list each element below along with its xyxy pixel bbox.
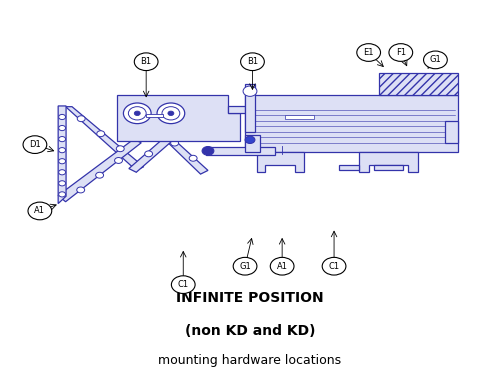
Polygon shape (116, 95, 240, 141)
Circle shape (28, 202, 52, 220)
Polygon shape (258, 152, 304, 172)
Text: D1: D1 (29, 140, 41, 149)
Text: C1: C1 (178, 280, 189, 289)
Circle shape (243, 86, 257, 96)
Polygon shape (374, 165, 404, 171)
Circle shape (144, 151, 152, 157)
Circle shape (389, 44, 412, 61)
Text: G1: G1 (430, 55, 442, 64)
Polygon shape (129, 106, 208, 172)
Circle shape (96, 172, 104, 178)
Circle shape (134, 111, 140, 116)
Circle shape (202, 147, 214, 155)
Text: C1: C1 (328, 262, 340, 271)
Text: mounting hardware locations: mounting hardware locations (158, 354, 342, 367)
Circle shape (77, 116, 85, 122)
Text: A1: A1 (34, 206, 46, 215)
Text: F1: F1 (396, 48, 406, 57)
Polygon shape (228, 106, 245, 113)
Circle shape (116, 146, 124, 152)
Circle shape (170, 140, 178, 146)
Circle shape (58, 181, 66, 186)
Circle shape (124, 103, 151, 124)
Polygon shape (245, 135, 260, 152)
Polygon shape (245, 95, 458, 152)
Circle shape (134, 53, 158, 71)
Circle shape (162, 107, 180, 120)
FancyBboxPatch shape (146, 114, 164, 117)
Circle shape (172, 276, 195, 294)
Circle shape (114, 157, 122, 163)
Circle shape (128, 107, 146, 120)
Polygon shape (134, 110, 208, 174)
Circle shape (157, 103, 184, 124)
Circle shape (357, 44, 380, 61)
Polygon shape (378, 73, 458, 95)
Circle shape (58, 125, 66, 131)
Circle shape (233, 257, 257, 275)
Circle shape (58, 170, 66, 175)
Circle shape (245, 136, 255, 144)
Circle shape (189, 155, 197, 161)
Circle shape (240, 53, 264, 71)
Circle shape (188, 119, 196, 125)
Circle shape (58, 148, 66, 153)
FancyBboxPatch shape (284, 115, 314, 119)
Circle shape (97, 131, 104, 137)
Polygon shape (206, 147, 274, 154)
Polygon shape (58, 106, 66, 203)
Text: E1: E1 (364, 48, 374, 57)
Circle shape (58, 192, 66, 197)
Text: G1: G1 (239, 262, 251, 271)
Text: INFINITE POSITION: INFINITE POSITION (176, 291, 324, 304)
Polygon shape (359, 152, 418, 172)
Circle shape (168, 133, 176, 139)
Circle shape (58, 159, 66, 164)
Polygon shape (58, 139, 141, 202)
Circle shape (23, 136, 47, 153)
Polygon shape (245, 84, 255, 132)
Circle shape (76, 187, 84, 193)
Polygon shape (339, 165, 359, 171)
Text: B1: B1 (247, 57, 258, 66)
Polygon shape (66, 107, 144, 171)
Circle shape (148, 122, 156, 128)
Circle shape (168, 111, 174, 116)
Circle shape (270, 257, 294, 275)
Circle shape (58, 137, 66, 142)
Text: B1: B1 (140, 57, 151, 66)
Polygon shape (446, 121, 458, 143)
Circle shape (424, 51, 448, 69)
Text: (non KD and KD): (non KD and KD) (185, 324, 316, 338)
Circle shape (322, 257, 346, 275)
Text: A1: A1 (276, 262, 287, 271)
Circle shape (58, 114, 66, 120)
